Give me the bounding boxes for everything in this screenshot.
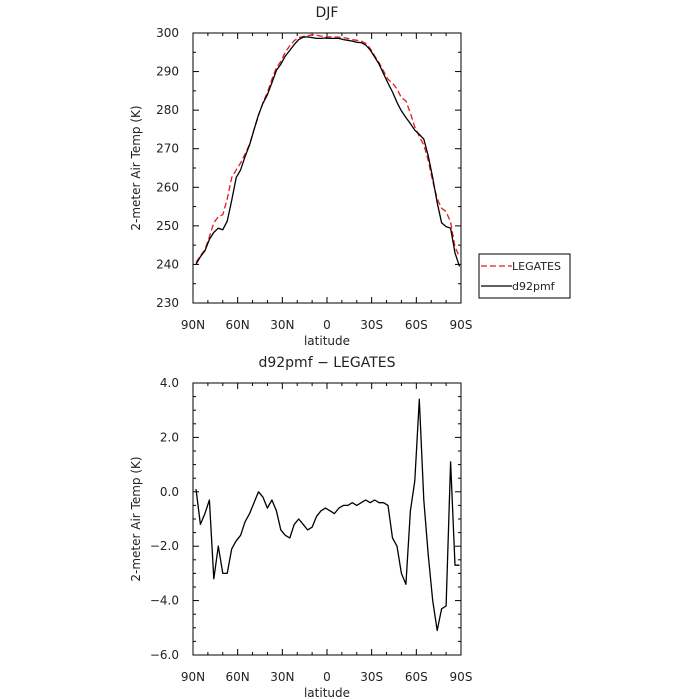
y-tick-label: 270 — [156, 142, 179, 156]
y-tick-label: −4.0 — [150, 594, 179, 608]
x-tick-label: 30S — [360, 318, 383, 332]
series-line-legates — [195, 34, 461, 263]
x-tick-label: 90S — [450, 318, 473, 332]
plot-frame — [192, 32, 462, 304]
x-tick-label: 30S — [360, 670, 383, 684]
y-tick-label: 0.0 — [160, 485, 179, 499]
x-tick-label: 60S — [405, 318, 428, 332]
legend-label-d92pmf: d92pmf — [512, 280, 556, 293]
y-axis-label: 2-meter Air Temp (K) — [129, 456, 143, 581]
y-tick-label: 290 — [156, 65, 179, 79]
x-tick-label: 90S — [450, 670, 473, 684]
x-axis-label: latitude — [304, 686, 350, 700]
x-tick-label: 0 — [323, 670, 331, 684]
chart-title: d92pmf − LEGATES — [258, 355, 395, 371]
x-tick-label: 30N — [270, 670, 294, 684]
series-line-d92pmf — [195, 36, 461, 267]
difference-panel: 90N 60N 30N 0 30S 60S 90S −6.0 −4.0 −2.0 0.0 2.0 4.0… — [129, 355, 472, 700]
legend: LEGATES d92pmf — [478, 253, 571, 299]
x-axis-label: latitude — [304, 334, 350, 348]
x-tick-label: 60N — [226, 670, 250, 684]
y-tick-label: −2.0 — [150, 539, 179, 553]
y-tick-label: 260 — [156, 180, 179, 194]
series-line-d92pmf — [195, 398, 460, 632]
y-tick-label: 230 — [156, 296, 179, 310]
legend-box — [478, 253, 571, 299]
chart-title: DJF — [316, 5, 339, 21]
y-tick-label: 300 — [156, 26, 179, 40]
x-tick-label: 60N — [226, 318, 250, 332]
y-tick-label: −6.0 — [150, 648, 179, 662]
x-tick-label: 90N — [181, 318, 205, 332]
y-tick-label: 2.0 — [160, 430, 179, 444]
x-tick-label: 90N — [181, 670, 205, 684]
y-axis-label: 2-meter Air Temp (K) — [129, 105, 143, 230]
y-tick-label: 4.0 — [160, 376, 179, 390]
x-tick-label: 30N — [270, 318, 294, 332]
y-tick-label: 240 — [156, 257, 179, 271]
y-tick-label: 280 — [156, 103, 179, 117]
djf-temperature-panel: 90N 60N 30N 0 30S 60S 90S 230 240 250 260 270 280 290… — [129, 5, 472, 348]
legend-label-legates: LEGATES — [512, 260, 561, 273]
y-tick-label: 250 — [156, 219, 179, 233]
x-tick-label: 60S — [405, 670, 428, 684]
x-tick-label: 0 — [323, 318, 331, 332]
